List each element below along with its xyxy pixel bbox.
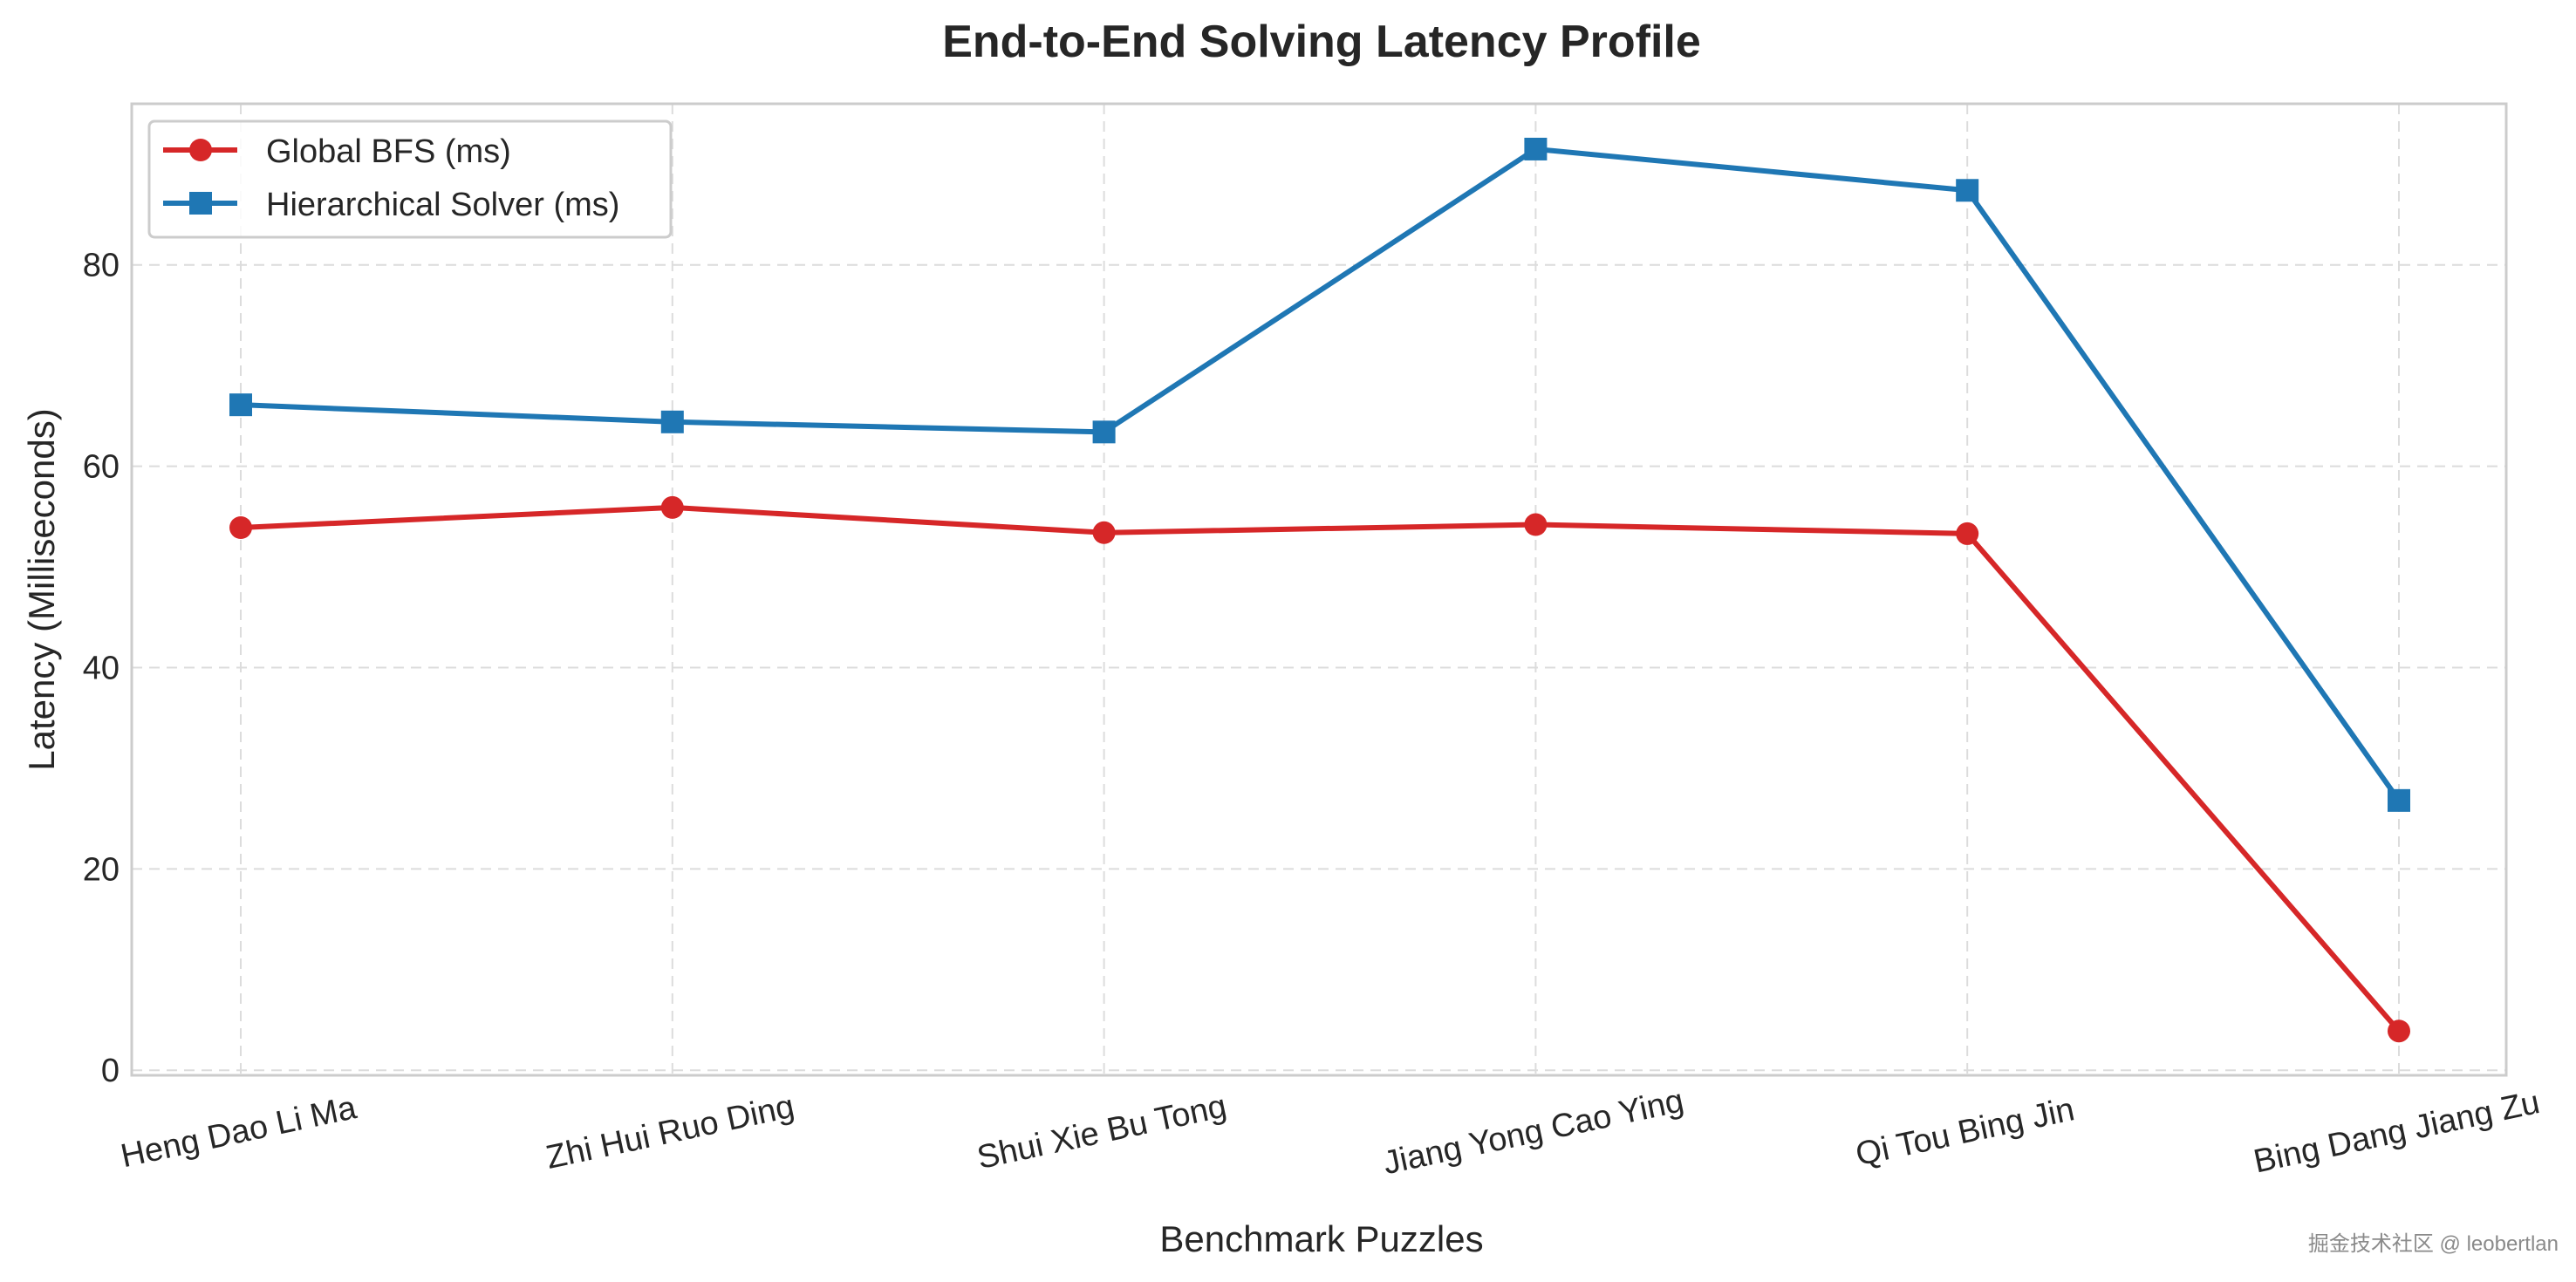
x-axis-label: Benchmark Puzzles bbox=[1159, 1218, 1483, 1259]
series-lines bbox=[229, 137, 2410, 1043]
x-tick-label: Shui Xie Bu Tong bbox=[974, 1088, 1229, 1176]
legend-label-global-bfs: Global BFS (ms) bbox=[266, 133, 511, 170]
data-point-circle bbox=[1956, 522, 1979, 545]
y-tick-label: 60 bbox=[83, 449, 120, 486]
y-tick-label: 0 bbox=[101, 1053, 120, 1089]
series-1 bbox=[229, 137, 2410, 812]
data-point-square bbox=[229, 393, 252, 417]
x-tick-label: Heng Dao Li Ma bbox=[118, 1089, 360, 1175]
data-point-square bbox=[1956, 179, 1979, 202]
series-line bbox=[240, 504, 2402, 1033]
legend-marker-hierarchical-solver bbox=[189, 192, 212, 215]
x-tick-labels: Heng Dao Li Ma Zhi Hui Ruo Ding Shui Xie B… bbox=[118, 1082, 2543, 1182]
y-tick-label: 40 bbox=[83, 650, 120, 686]
data-point-square bbox=[660, 410, 684, 433]
data-point-circle bbox=[2388, 1019, 2410, 1043]
x-tick-label: Bing Dang Jiang Zu bbox=[2251, 1084, 2543, 1180]
legend-box bbox=[147, 119, 673, 239]
y-axis-label: Latency (Milliseconds) bbox=[21, 408, 62, 771]
data-point-square bbox=[2388, 788, 2410, 812]
grid bbox=[132, 104, 2506, 1075]
series-line bbox=[240, 146, 2402, 802]
legend: Global BFS (ms) Hierarchical Solver (ms) bbox=[147, 119, 673, 239]
x-tick-label: Qi Tou Bing Jin bbox=[1853, 1091, 2078, 1173]
data-point-square bbox=[1092, 420, 1116, 444]
data-point-circle bbox=[1524, 513, 1548, 536]
data-point-square bbox=[1524, 137, 1548, 160]
data-point-circle bbox=[660, 495, 684, 519]
y-tick-label: 80 bbox=[83, 248, 120, 284]
data-point-circle bbox=[229, 516, 252, 540]
legend-label-hierarchical-solver: Hierarchical Solver (ms) bbox=[266, 187, 619, 223]
series-0 bbox=[229, 495, 2410, 1043]
x-tick-label: Jiang Yong Cao Ying bbox=[1380, 1082, 1687, 1182]
x-tick-label: Zhi Hui Ruo Ding bbox=[543, 1088, 797, 1176]
legend-marker-global-bfs bbox=[189, 139, 212, 161]
y-tick-labels: 0 20 40 60 80 bbox=[83, 248, 120, 1090]
y-tick-label: 20 bbox=[83, 851, 120, 888]
watermark: 掘金技术社区 @ leobertlan bbox=[2308, 1232, 2559, 1256]
plot-frame bbox=[130, 102, 2508, 1077]
data-point-circle bbox=[1092, 521, 1116, 544]
chart-title: End-to-End Solving Latency Profile bbox=[942, 17, 1701, 67]
